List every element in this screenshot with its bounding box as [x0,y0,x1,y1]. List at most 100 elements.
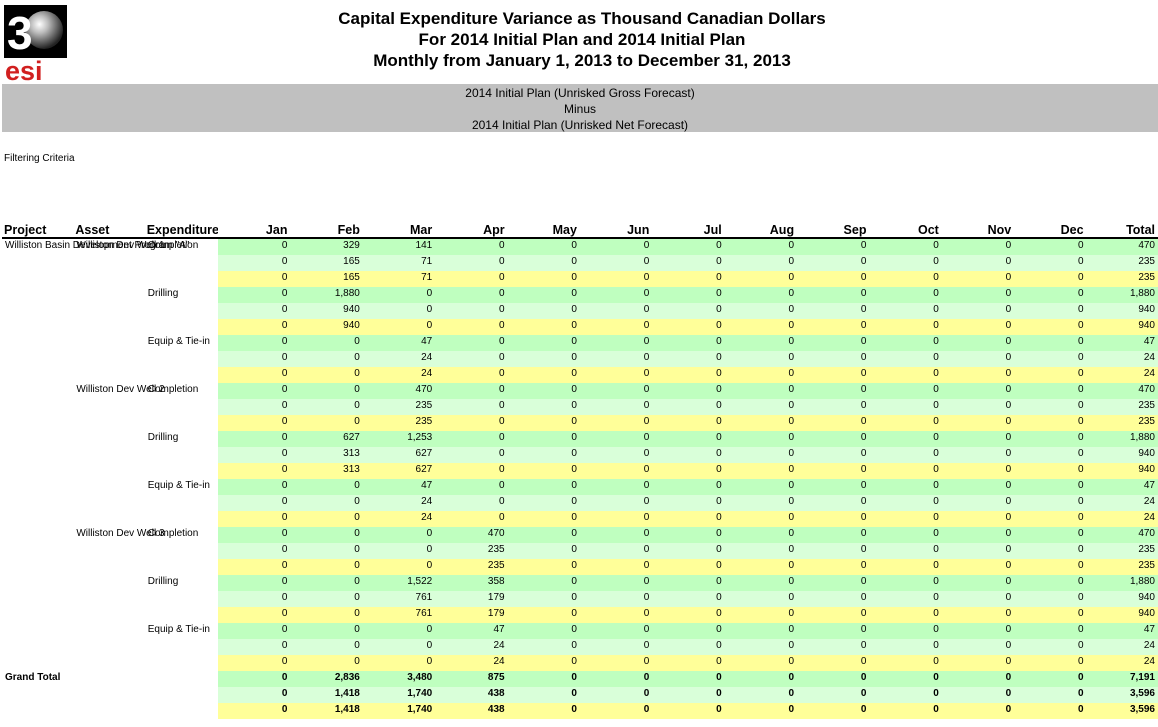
value-cell-jun: 0 [579,367,653,383]
value-cell-may: 0 [507,238,580,255]
value-cell-dec: 0 [1014,287,1087,303]
value-cell-dec: 0 [1014,463,1087,479]
value-cell-may: 0 [507,319,580,335]
value-cell-may: 0 [507,479,580,495]
value-cell-sep: 0 [797,623,870,639]
value-cell-feb: 0 [290,575,363,591]
value-cell-may: 0 [507,639,580,655]
value-cell-total: 235 [1086,543,1158,559]
value-cell-feb: 627 [290,431,363,447]
value-cell-dec: 0 [1014,255,1087,271]
table-row: 0 0 0 235 0 0 0 0 0 0 0 0 235 [2,559,1158,575]
banner-line-2: Minus [563,102,596,116]
value-cell-jun: 0 [579,591,653,607]
table-row: Williston Dev Well 3 Completion 0 0 0 470 0 0 0 0… [2,527,1158,671]
value-cell-feb: 0 [290,367,363,383]
title-line-1: Capital Expenditure Variance as Thousand… [338,9,826,28]
value-cell-total: 24 [1086,351,1158,367]
value-cell-jun: 0 [579,639,653,655]
value-cell-dec: 0 [1014,703,1087,719]
value-cell-sep: 0 [797,383,870,399]
value-cell-jul: 0 [652,383,725,399]
banner-line-1: 2014 Initial Plan (Unrisked Gross Foreca… [465,86,695,100]
value-cell-aug: 0 [724,367,798,383]
value-cell-jul: 0 [652,607,725,623]
value-cell-jan: 0 [218,351,291,367]
value-cell-mar: 0 [362,543,436,559]
table-row: Equip & Tie-in 0 0 0 47 0 0 0 0 0 0 0 0 47 [2,623,1158,671]
value-cell-jan: 0 [218,543,291,559]
value-cell-aug: 0 [724,495,798,511]
value-cell-jan: 0 [218,527,291,543]
value-cell-mar: 0 [362,303,436,319]
value-cell-may: 0 [507,495,580,511]
value-cell-mar: 47 [362,479,436,495]
value-cell-jan: 0 [218,303,291,319]
value-cell-nov: 0 [941,559,1015,575]
value-cell-jun: 0 [579,543,653,559]
value-cell-sep: 0 [797,351,870,367]
value-cell-oct: 0 [869,447,942,463]
value-cell-total: 235 [1086,415,1158,431]
column-header-jul: Jul [652,221,725,239]
value-cell-sep: 0 [797,639,870,655]
expenditure-cell: Drilling [144,431,219,479]
table-row: 0 165 71 0 0 0 0 0 0 0 0 0 235 [2,271,1158,287]
value-cell-feb: 0 [290,351,363,367]
column-header-aug: Aug [724,221,798,239]
value-cell-mar: 24 [362,367,436,383]
value-cell-jul: 0 [652,575,725,591]
value-cell-sep: 0 [797,415,870,431]
value-cell-apr: 875 [435,671,508,687]
value-cell-jan: 0 [218,271,291,287]
logo-wordmark: esi [5,56,43,82]
value-cell-mar: 47 [362,335,436,351]
value-cell-nov: 0 [941,687,1015,703]
value-cell-sep: 0 [797,607,870,623]
value-cell-mar: 1,522 [362,575,436,591]
value-cell-jan: 0 [218,559,291,575]
value-cell-jul: 0 [652,287,725,303]
value-cell-sep: 0 [797,671,870,687]
value-cell-aug: 0 [724,255,798,271]
value-cell-mar: 141 [362,238,436,255]
value-cell-sep: 0 [797,303,870,319]
value-cell-total: 940 [1086,607,1158,623]
value-cell-jun: 0 [579,607,653,623]
value-cell-feb: 329 [290,238,363,255]
value-cell-total: 24 [1086,655,1158,671]
value-cell-feb: 0 [290,527,363,543]
value-cell-dec: 0 [1014,303,1087,319]
value-cell-jun: 0 [579,479,653,495]
table-row: Drilling 0 1,880 0 0 0 0 0 0 0 0 0 0 1,880 [2,287,1158,335]
value-cell-nov: 0 [941,575,1015,591]
grand-total-row: 0 1,418 1,740 438 0 0 0 0 0 0 0 0 3,596 [2,703,1158,719]
value-cell-dec: 0 [1014,591,1087,607]
value-cell-jan: 0 [218,479,291,495]
value-cell-total: 235 [1086,559,1158,575]
value-cell-may: 0 [507,527,580,543]
value-cell-mar: 0 [362,559,436,575]
value-cell-apr: 438 [435,703,508,719]
value-cell-feb: 0 [290,623,363,639]
value-cell-mar: 0 [362,639,436,655]
value-cell-feb: 1,418 [290,703,363,719]
value-cell-apr: 0 [435,495,508,511]
value-cell-aug: 0 [724,575,798,591]
value-cell-sep: 0 [797,703,870,719]
value-cell-nov: 0 [941,287,1015,303]
value-cell-aug: 0 [724,399,798,415]
value-cell-total: 47 [1086,479,1158,495]
value-cell-feb: 0 [290,543,363,559]
value-cell-jan: 0 [218,447,291,463]
value-cell-jan: 0 [218,415,291,431]
value-cell-nov: 0 [941,238,1015,255]
value-cell-nov: 0 [941,511,1015,527]
value-cell-oct: 0 [869,543,942,559]
expenditure-cell: Equip & Tie-in [144,335,219,383]
value-cell-jun: 0 [579,399,653,415]
value-cell-dec: 0 [1014,655,1087,671]
value-cell-jul: 0 [652,559,725,575]
column-header-feb: Feb [290,221,363,239]
value-cell-mar: 1,253 [362,431,436,447]
